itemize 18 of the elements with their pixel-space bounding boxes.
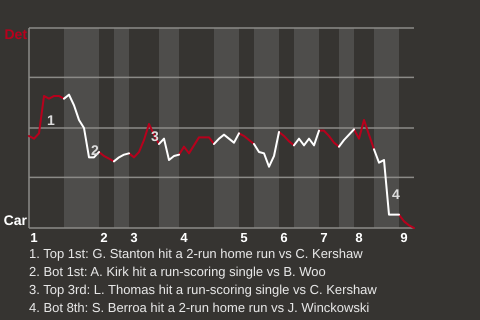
x-tick-label: 9 — [400, 230, 408, 245]
x-tick-label: 8 — [355, 230, 363, 245]
annotation: 1 — [47, 112, 55, 128]
annotation: 2 — [91, 142, 99, 158]
x-tick-label: 4 — [180, 230, 188, 245]
x-tick-label: 2 — [100, 230, 108, 245]
text: Car — [4, 212, 28, 228]
x-tick-label: 1 — [30, 230, 38, 245]
x-tick-label: 7 — [320, 230, 328, 245]
annotation: 4 — [392, 186, 400, 202]
text: 1. Top 1st: G. Stanton hit a 2-run home run vs C. Kershaw — [29, 246, 364, 261]
text: 4. Bot 8th: S. Berroa hit a 2-run home run vs J. Winckowski — [29, 300, 370, 315]
text: Det — [4, 26, 28, 42]
text: 2. Bot 1st: A. Kirk hit a run-scoring single vs B. Woo — [29, 264, 326, 279]
x-tick-label: 5 — [240, 230, 248, 245]
x-tick-label: 3 — [130, 230, 138, 245]
text: 3. Top 3rd: L. Thomas hit a run-scoring single vs C. Kershaw — [29, 282, 378, 297]
x-tick-label: 6 — [280, 230, 288, 245]
